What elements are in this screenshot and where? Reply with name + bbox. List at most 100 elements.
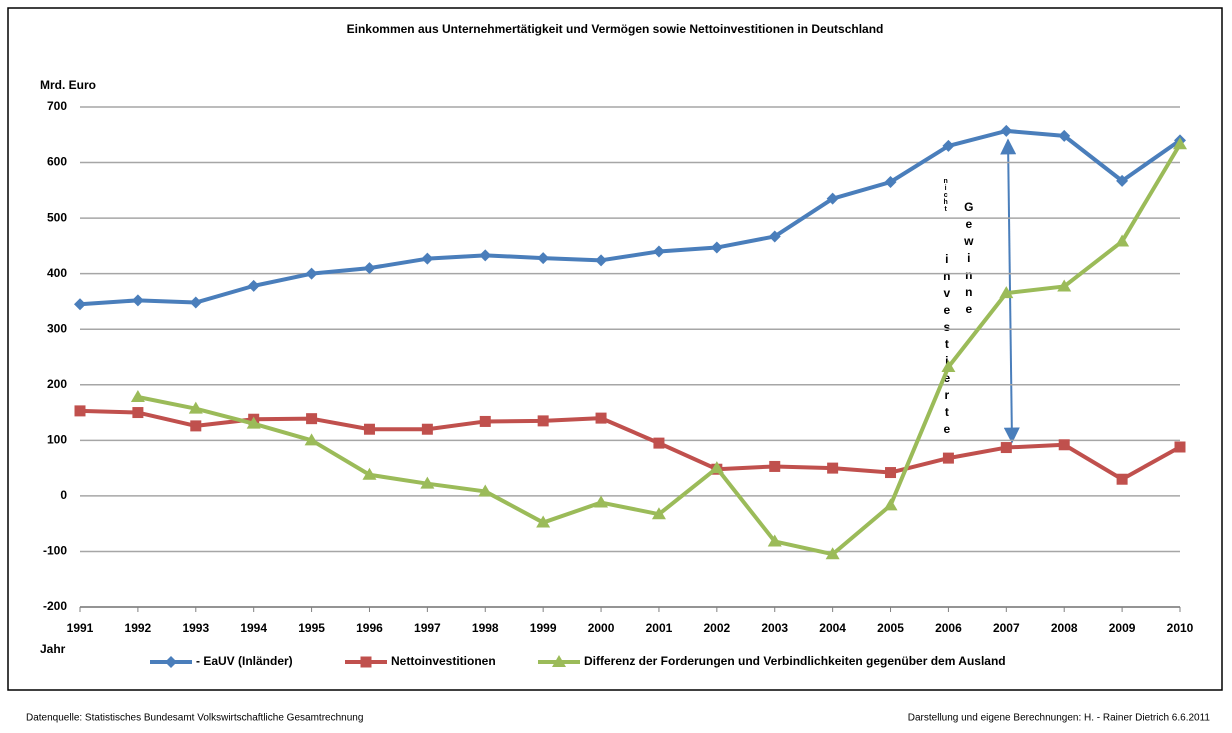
data-point bbox=[479, 249, 492, 262]
data-point bbox=[363, 262, 376, 275]
data-point bbox=[999, 286, 1014, 299]
data-point bbox=[421, 252, 434, 265]
data-point bbox=[132, 407, 144, 419]
legend-label: Differenz der Forderungen und Verbindlic… bbox=[584, 654, 1006, 668]
legend-marker bbox=[165, 656, 177, 668]
data-point bbox=[942, 139, 955, 152]
y-axis-label: Mrd. Euro bbox=[40, 78, 96, 92]
legend-marker bbox=[360, 656, 372, 668]
x-tick-label: 2005 bbox=[877, 621, 904, 635]
data-point bbox=[827, 462, 839, 474]
data-point bbox=[478, 484, 493, 497]
data-point bbox=[74, 298, 86, 311]
x-tick-label: 2006 bbox=[935, 621, 962, 635]
x-tick-label: 1993 bbox=[182, 621, 209, 635]
x-tick-label: 2008 bbox=[1051, 621, 1078, 635]
data-point bbox=[768, 230, 781, 243]
data-point bbox=[651, 507, 666, 520]
data-point bbox=[306, 413, 318, 425]
y-tick-label: -100 bbox=[43, 544, 67, 558]
x-tick-label: 2003 bbox=[761, 621, 788, 635]
y-tick-label: 700 bbox=[47, 99, 67, 113]
data-point bbox=[537, 252, 550, 265]
y-tick-label: -200 bbox=[43, 599, 67, 613]
data-point bbox=[1058, 129, 1071, 142]
x-axis-label: Jahr bbox=[40, 642, 66, 656]
annotation: nicht bbox=[942, 178, 949, 213]
x-tick-label: 1998 bbox=[472, 621, 499, 635]
data-point bbox=[479, 415, 491, 427]
data-point bbox=[709, 461, 724, 474]
y-tick-label: 400 bbox=[47, 266, 67, 280]
x-tick-label: 1996 bbox=[356, 621, 383, 635]
data-point bbox=[188, 401, 203, 414]
data-point bbox=[1173, 137, 1187, 150]
data-point bbox=[595, 412, 607, 424]
data-point bbox=[1116, 473, 1128, 485]
data-point bbox=[710, 241, 723, 254]
series-line bbox=[137, 143, 1182, 557]
data-point bbox=[537, 415, 549, 427]
y-tick-label: 100 bbox=[47, 433, 67, 447]
data-point bbox=[883, 498, 898, 511]
data-point bbox=[1174, 441, 1186, 453]
annotation: Gewinne bbox=[962, 200, 976, 319]
data-point bbox=[246, 416, 261, 429]
data-point bbox=[941, 360, 956, 372]
y-tick-label: 300 bbox=[47, 321, 67, 335]
data-point bbox=[421, 423, 433, 435]
data-point bbox=[131, 294, 144, 307]
data-point bbox=[190, 420, 202, 432]
data-point bbox=[363, 423, 375, 435]
x-tick-label: 2000 bbox=[588, 621, 615, 635]
legend-marker bbox=[552, 655, 566, 667]
annotation: investierte bbox=[940, 252, 954, 439]
legend-label: - EaUV (Inländer) bbox=[196, 654, 293, 668]
x-tick-label: 1995 bbox=[298, 621, 325, 635]
data-point bbox=[304, 433, 319, 446]
x-tick-label: 1991 bbox=[67, 621, 94, 635]
data-point bbox=[594, 495, 609, 508]
y-tick-label: 200 bbox=[47, 377, 67, 391]
x-tick-label: 1997 bbox=[414, 621, 441, 635]
series-line bbox=[79, 128, 1182, 307]
x-tick-label: 1994 bbox=[240, 621, 267, 635]
x-tick-label: 2001 bbox=[646, 621, 673, 635]
data-point bbox=[1115, 234, 1130, 247]
data-point bbox=[420, 476, 435, 489]
data-point bbox=[305, 267, 318, 280]
data-point bbox=[536, 515, 551, 528]
data-point bbox=[1057, 279, 1072, 292]
x-tick-label: 2004 bbox=[819, 621, 846, 635]
data-point bbox=[885, 467, 897, 479]
credit: Darstellung und eigene Berechnungen: H. … bbox=[908, 713, 1211, 724]
data-point bbox=[362, 467, 377, 480]
y-tick-label: 600 bbox=[47, 155, 67, 169]
data-point bbox=[74, 405, 86, 417]
x-tick-label: 1992 bbox=[125, 621, 152, 635]
data-point bbox=[1116, 174, 1129, 187]
data-point bbox=[884, 176, 897, 188]
data-point bbox=[767, 534, 782, 547]
data-point bbox=[825, 547, 840, 560]
x-tick-label: 2002 bbox=[703, 621, 730, 635]
source: Datenquelle: Statistisches Bundesamt Vol… bbox=[26, 713, 363, 724]
data-point bbox=[653, 437, 665, 449]
frame bbox=[7, 7, 1223, 691]
chart-title: Einkommen aus Unternehmertätigkeit und V… bbox=[347, 22, 884, 36]
data-point bbox=[1000, 124, 1013, 137]
series-line bbox=[79, 408, 1181, 482]
data-point bbox=[595, 254, 608, 267]
data-point bbox=[189, 296, 202, 309]
data-point bbox=[769, 460, 781, 472]
y-tick-label: 500 bbox=[47, 210, 67, 224]
data-point bbox=[652, 245, 665, 258]
data-point bbox=[130, 390, 145, 402]
legend-label: Nettoinvestitionen bbox=[391, 654, 496, 668]
data-point bbox=[1000, 442, 1012, 454]
data-point bbox=[826, 192, 839, 205]
data-point bbox=[942, 452, 954, 464]
x-tick-label: 1999 bbox=[530, 621, 557, 635]
